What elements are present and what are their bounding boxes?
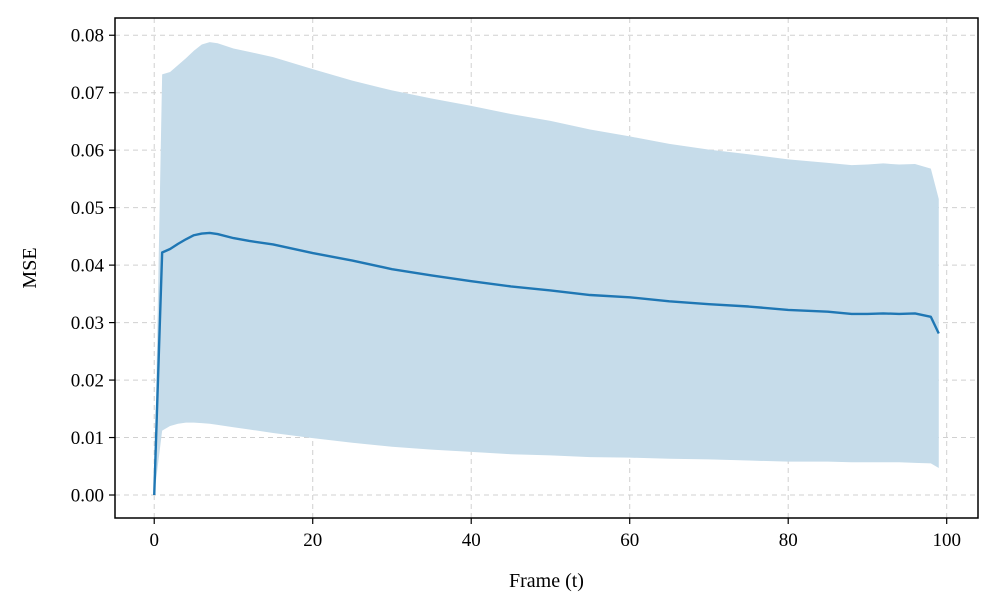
plot-frame — [114, 17, 979, 519]
y-tick-label: 0.08 — [71, 26, 104, 47]
mean-line — [153, 231, 940, 496]
y-tick-label: 0.06 — [71, 141, 104, 162]
x-tick-label: 80 — [779, 530, 798, 551]
y-tick-label: 0.07 — [71, 83, 104, 104]
x-tick-label: 100 — [932, 530, 961, 551]
y-tick-label: 0.00 — [71, 486, 104, 507]
y-tick-label: 0.04 — [71, 256, 105, 277]
x-tick-label: 20 — [303, 530, 322, 551]
x-tick-label: 60 — [620, 530, 639, 551]
y-tick-label: 0.01 — [71, 428, 104, 449]
y-axis-label: MSE — [19, 247, 41, 288]
y-tick-label: 0.03 — [71, 313, 104, 334]
y-tick-label: 0.05 — [71, 198, 104, 219]
x-tick-label: 0 — [149, 530, 159, 551]
x-axis-label: Frame (t) — [509, 570, 584, 592]
x-tick-label: 40 — [462, 530, 481, 551]
y-tick-label: 0.02 — [71, 371, 104, 392]
std-band — [154, 42, 939, 496]
ticks: 0 20 40 60 80 100 0.00 0.01 0.02 0.03 0.04 0.05 0.06… — [71, 26, 961, 551]
